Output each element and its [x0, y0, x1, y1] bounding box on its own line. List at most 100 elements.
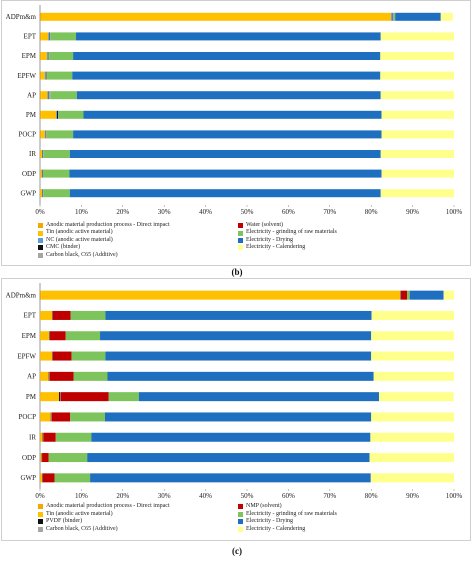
x-tick-label: 90%: [406, 208, 419, 216]
legend-item: Carbon black, C65 (Additive): [38, 526, 118, 533]
x-tick-label: 20%: [116, 492, 129, 500]
bar-segment-anodic-material-production-process-direct-impact: [40, 150, 41, 158]
bar-segment-electricity-drying: [73, 52, 381, 60]
legend-label: Electricity - grinding of raw materials: [246, 510, 337, 517]
legend-item: Tin (anodic active material): [38, 229, 113, 236]
bar-segment-electricity-calendering: [440, 12, 453, 21]
legend-label: Tin (anodic active material): [46, 229, 113, 236]
category-label: EPT: [24, 33, 37, 41]
bar-segment-electricity-calendering: [443, 290, 454, 300]
bar-segment-electricity-grinding-of-raw-materials: [58, 110, 84, 119]
bar-segment-electricity-grinding-of-raw-materials: [48, 453, 88, 463]
category-label: GWP: [20, 474, 36, 482]
legend-swatch: [238, 526, 243, 532]
bar-segment-tin-anodic-active-material: [41, 110, 57, 119]
bar-segment-anodic-material-production-process-direct-impact: [40, 169, 41, 178]
legend-swatch: [38, 526, 43, 532]
bar-segment-electricity-calendering: [370, 473, 454, 483]
bar-segment-electricity-drying: [69, 169, 382, 178]
legend-swatch: [38, 504, 43, 510]
category-label: EPM: [22, 52, 37, 60]
bar-segment-tin-anodic-active-material: [41, 52, 48, 60]
x-tick-label: 40%: [199, 208, 212, 216]
bar-segment-nmp-solvent: [51, 412, 71, 422]
bar-segment-electricity-calendering: [371, 310, 454, 320]
bar-segment-electricity-grinding-of-raw-materials: [393, 12, 396, 21]
bar-segment-electricity-grinding-of-raw-materials: [55, 432, 92, 442]
legend-label: Anodic material production process - Dir…: [46, 222, 170, 228]
bar-segment-electricity-grinding-of-raw-materials: [70, 412, 105, 422]
bar-segment-tin-anodic-active-material: [40, 310, 53, 320]
category-label: PM: [26, 393, 37, 401]
x-tick-label: 100%: [446, 492, 463, 500]
category-label: EPT: [24, 312, 37, 320]
legend-label: Electricity - Calendering: [246, 525, 306, 532]
legend-label: Electricity - Drying: [246, 236, 293, 243]
bar-segment-tin-anodic-active-material: [41, 91, 48, 100]
bar-segment-electricity-calendering: [369, 453, 454, 463]
bar-segment-electricity-grinding-of-raw-materials: [43, 189, 70, 198]
chart-panel-b: ADPm&m EPT EPM EPFW AP PM POCP IR ODP GWP 0% 10% 20%…: [0, 0, 474, 277]
bar-segment-electricity-drying: [69, 150, 381, 158]
bar-segment-electricity-drying: [138, 392, 380, 402]
bar-segment-tin-anodic-active-material: [41, 130, 45, 139]
legend-item: Electricity - Calendering: [238, 526, 305, 533]
x-tick-label: 20%: [116, 208, 129, 216]
legend-swatch: [238, 504, 243, 510]
legend-swatch: [238, 223, 243, 229]
category-label: EPM: [22, 332, 37, 340]
category-label: POCP: [18, 131, 36, 139]
bar-segment-tin-anodic-active-material: [40, 189, 43, 198]
legend-item: Tin (anodic active material): [38, 511, 113, 518]
bar-segment-electricity-calendering: [371, 331, 454, 341]
legend-b: Anodic material production process - Dir…: [38, 222, 468, 262]
bar-segment-nmp-solvent: [401, 290, 408, 300]
legend-item: Carbon black, C65 (Additive): [38, 252, 118, 259]
bar-segment-tin-anodic-active-material: [40, 453, 42, 463]
bar-segment-anodic-material-production-process-direct-impact: [40, 110, 42, 119]
chart-panel-c: ADPm&m EPT EPM EPFW AP PM POCP IR ODP GWP 0% 10% 20%…: [0, 278, 474, 566]
category-label: PM: [26, 111, 37, 119]
stacked-bar-chart-b: ADPm&m EPT EPM EPFW AP PM POCP IR ODP GWP 0% 10% 20%…: [6, 5, 463, 216]
legend-label: Tin (anodic active material): [46, 510, 113, 517]
legend-swatch: [238, 230, 243, 236]
category-label: ODP: [22, 454, 36, 462]
legend-label: Electricity - Calendering: [246, 244, 306, 251]
bar-segment-anodic-material-production-process-direct-impact: [40, 351, 41, 361]
bar-segment-carbon-black-c65-additive: [49, 91, 51, 100]
x-tick-label: 100%: [446, 208, 463, 216]
x-tick-label: 10%: [75, 208, 88, 216]
category-label: ODP: [22, 170, 36, 178]
legend-item: Electricity - grinding of raw materials: [238, 229, 337, 236]
panel-label-c: (c): [232, 546, 242, 556]
x-tick-label: 40%: [199, 492, 212, 500]
bar-segment-electricity-grinding-of-raw-materials: [71, 351, 106, 361]
bar-segment-electricity-drying: [100, 331, 372, 341]
bar-segment-electricity-calendering: [381, 169, 454, 178]
legend-swatch: [38, 252, 43, 258]
bar-segment-electricity-calendering: [371, 351, 454, 361]
bar-segment-electricity-calendering: [380, 71, 454, 80]
bar-segment-electricity-drying: [72, 71, 381, 80]
legend-label: Carbon black, C65 (Additive): [46, 251, 118, 258]
bar-segment-anodic-material-production-process-direct-impact: [40, 52, 42, 60]
category-label: IR: [29, 150, 36, 158]
x-tick-label: 0%: [35, 492, 45, 500]
bar-segment-nc-anodic-active-material: [48, 32, 50, 41]
bar-segment-electricity-calendering: [381, 130, 454, 139]
bar-segment-electricity-calendering: [380, 150, 454, 158]
bar-segment-anodic-material-production-process-direct-impact: [40, 12, 42, 21]
x-tick-label: 60%: [282, 492, 295, 500]
bar-segment-tin-anodic-active-material: [41, 290, 401, 300]
bar-segment-electricity-grinding-of-raw-materials: [46, 130, 74, 139]
legend-label: Anodic material production process - Dir…: [46, 503, 170, 509]
bar-segment-nc-anodic-active-material: [47, 52, 49, 60]
category-label: AP: [27, 91, 36, 99]
legend-item: PVDF (binder): [38, 518, 82, 525]
bar-segment-electricity-calendering: [380, 52, 454, 60]
x-tick-label: 60%: [282, 208, 295, 216]
stacked-bar-chart-c: ADPm&m EPT EPM EPFW AP PM POCP IR ODP GWP 0% 10% 20%…: [6, 283, 463, 500]
bar-segment-electricity-drying: [409, 290, 444, 300]
bar-segment-tin-anodic-active-material: [41, 32, 49, 41]
legend-label: PVDF (binder): [46, 518, 83, 525]
